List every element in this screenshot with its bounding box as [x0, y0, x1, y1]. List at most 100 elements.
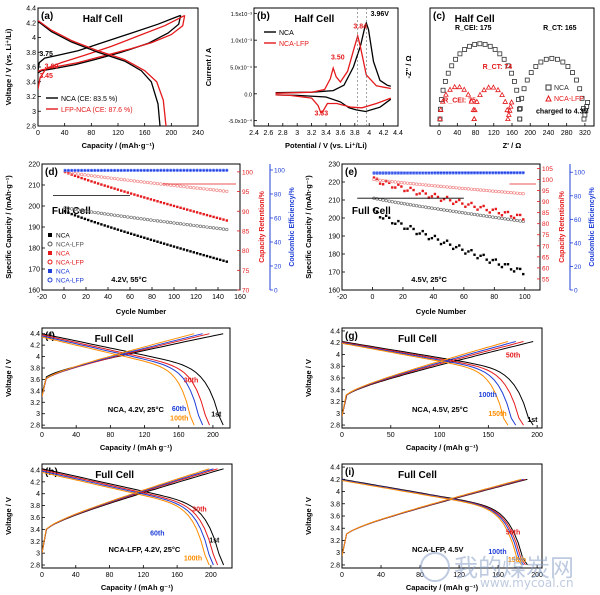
data-point — [215, 226, 219, 230]
data-point — [418, 172, 421, 175]
data-point — [454, 210, 458, 214]
data-point — [100, 169, 103, 172]
data-point — [421, 229, 424, 233]
data-point — [172, 221, 176, 225]
data-point — [445, 208, 449, 212]
data-point — [149, 238, 153, 241]
x-tick-label: 40 — [104, 294, 112, 301]
right2-tick-label: 80 — [274, 192, 282, 199]
data-point — [372, 171, 376, 175]
data-point — [519, 213, 522, 217]
x-tick-label: 3 — [295, 130, 299, 137]
y-tick-label: 3 — [336, 411, 340, 418]
data-point — [387, 179, 391, 183]
y-tick-label: 160 — [28, 288, 40, 295]
data-point — [87, 169, 90, 172]
data-point — [103, 184, 106, 187]
data-point — [405, 181, 410, 185]
data-point — [418, 171, 422, 175]
data-point — [500, 171, 504, 175]
data-point — [146, 169, 149, 172]
x-tick-label: 80 — [416, 572, 424, 579]
chart-panel-a: 0 40 80 120 160 200 240 2.8 3 3.2 3.4 3.6 3.8 4 4.2 4.4… — [4, 6, 204, 151]
data-point — [463, 171, 467, 175]
data-point — [570, 70, 575, 75]
data-point — [503, 171, 507, 175]
data-point — [205, 168, 209, 172]
plot-frame — [41, 463, 233, 569]
data-point — [467, 43, 472, 49]
data-point — [179, 222, 183, 226]
cycle-label: 1st — [209, 537, 220, 544]
data-point — [522, 171, 525, 175]
x-tick-label: 0 — [36, 130, 40, 137]
data-point — [500, 171, 504, 175]
data-point — [408, 181, 413, 186]
x-tick-label: 160 — [506, 130, 518, 137]
data-point — [521, 86, 527, 92]
data-point — [159, 201, 162, 204]
x-tick-label: 0 — [340, 572, 344, 579]
data-point — [182, 169, 186, 172]
data-point — [123, 230, 126, 233]
data-point — [218, 189, 222, 193]
discharge-curve — [342, 341, 524, 426]
data-point — [384, 171, 388, 175]
data-point — [110, 169, 113, 172]
data-point — [491, 258, 494, 262]
data-point — [442, 241, 446, 244]
charge-curve — [342, 478, 522, 556]
legend-label: NCA-LFP — [279, 41, 309, 48]
discharge-curve — [42, 470, 214, 566]
data-point — [479, 205, 482, 209]
data-point — [445, 171, 449, 175]
data-point — [372, 177, 376, 182]
annotation: 3.33 — [314, 110, 328, 117]
data-point — [83, 217, 87, 221]
panel-title: Full Cell — [52, 206, 91, 217]
data-point — [408, 171, 413, 175]
data-point — [430, 206, 434, 210]
x-tick-label: 20 — [82, 294, 90, 301]
x-tick-label: 120 — [488, 130, 500, 137]
data-point — [198, 186, 202, 191]
right1-tick-label: 105 — [542, 166, 553, 173]
data-point — [473, 253, 476, 256]
legend-swatch — [48, 233, 52, 237]
legend-label: NCA-LFP — [56, 242, 84, 249]
data-point — [129, 169, 133, 172]
data-point — [142, 180, 146, 184]
y-tick-label: 3.2 — [30, 539, 40, 546]
x-tick-label: 2.8 — [278, 130, 288, 137]
data-point — [437, 106, 444, 112]
data-point — [579, 95, 585, 101]
data-point — [421, 171, 425, 175]
data-point — [225, 219, 228, 222]
data-point — [149, 169, 153, 172]
data-point — [518, 219, 522, 223]
data-point — [470, 201, 473, 205]
data-point — [508, 99, 515, 105]
data-point — [166, 243, 169, 246]
x-tick-label: 0 — [40, 432, 44, 439]
data-point — [442, 208, 446, 212]
panel-title: Half Cell — [455, 14, 495, 25]
data-point — [372, 176, 376, 179]
data-point — [503, 190, 507, 194]
data-point — [473, 205, 476, 209]
data-point — [477, 91, 483, 97]
data-point — [390, 180, 394, 184]
data-point — [172, 204, 176, 208]
data-point — [472, 171, 477, 175]
x-tick-label: 240 — [543, 130, 555, 137]
data-point — [153, 239, 156, 242]
data-point — [439, 199, 443, 202]
data-point — [465, 91, 472, 97]
data-point — [518, 191, 522, 196]
data-point — [463, 211, 467, 215]
y-tick-label: 3 — [32, 109, 36, 116]
data-point — [549, 55, 555, 61]
data-point — [185, 185, 189, 189]
data-point — [462, 47, 468, 52]
right2-tick-label: 60 — [574, 217, 582, 224]
